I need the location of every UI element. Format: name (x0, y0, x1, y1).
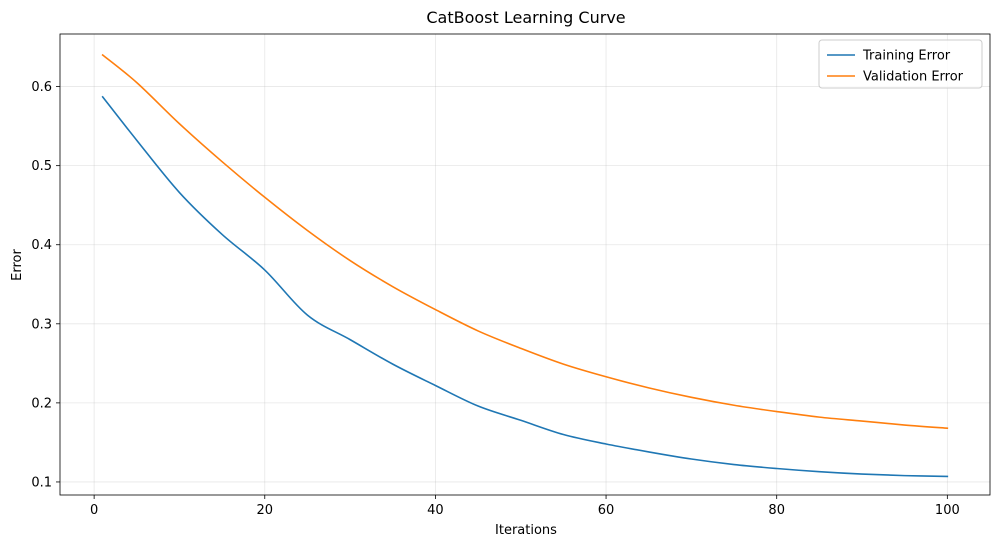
y-tick-label: 0.1 (31, 475, 52, 490)
legend-box (818, 39, 983, 89)
x-tick-label: 60 (598, 503, 615, 518)
validation-error-line (101, 53, 949, 430)
y-axis-label: Error (10, 249, 25, 281)
y-tick-label: 0.5 (31, 159, 52, 174)
grid-layer (60, 34, 990, 495)
legend: Training Error Validation Error (818, 39, 983, 89)
x-tick-label: 20 (256, 503, 273, 518)
chart-title: CatBoost Learning Curve (426, 8, 625, 27)
x-tick-label: 100 (935, 503, 960, 518)
x-tick-label: 40 (427, 503, 444, 518)
y-tick-label: 0.6 (31, 80, 52, 95)
plot-frame (59, 33, 991, 496)
legend-label-validation-error: Validation Error (863, 70, 964, 85)
x-axis-label: Iterations (495, 523, 557, 538)
tick-layer: 0 20 40 60 80 100 0.1 0.2 0.3 0.4 0.5 0.6 (31, 80, 959, 518)
x-tick-label: 0 (90, 503, 98, 518)
series-layer (101, 53, 949, 478)
y-tick-label: 0.3 (31, 317, 52, 332)
training-error-line (101, 95, 949, 478)
y-tick-label: 0.4 (31, 238, 52, 253)
x-tick-label: 80 (768, 503, 785, 518)
legend-label-training-error: Training Error (862, 49, 951, 64)
y-tick-label: 0.2 (31, 396, 52, 411)
